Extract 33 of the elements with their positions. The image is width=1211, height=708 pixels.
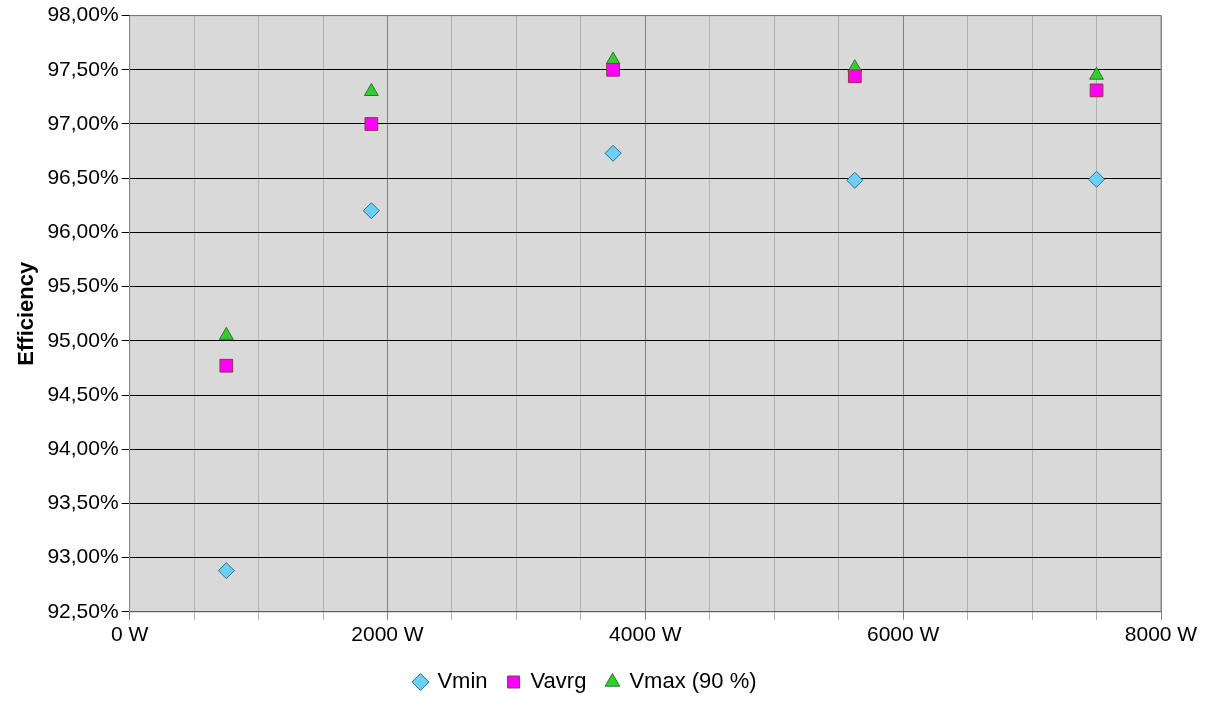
x-tick-label: 2000 W	[351, 622, 424, 646]
y-tick-label: 96,50%	[47, 165, 119, 188]
y-tick-label: 98,00%	[47, 2, 119, 26]
point	[219, 358, 234, 373]
y-tick-label: 95,00%	[47, 327, 119, 351]
y-tick-label: 96,00%	[47, 219, 119, 243]
point	[1089, 83, 1104, 98]
y-tick-label: 97,50%	[47, 56, 119, 80]
point	[606, 62, 620, 77]
x-tick-label: 0 W	[110, 622, 149, 646]
point	[1089, 66, 1104, 80]
y-tick-label: 94,50%	[47, 381, 119, 405]
point	[364, 117, 379, 131]
y-tick-label: 92,50%	[47, 598, 119, 622]
legend-label: Vavrg	[530, 668, 587, 694]
point	[846, 171, 864, 189]
point	[362, 202, 380, 220]
legend-label: Vmax (90 %)	[629, 668, 757, 694]
y-tick-label: 93,00%	[47, 544, 119, 568]
y-axis-title: Efficiency	[13, 260, 39, 366]
x-tick-label: 8000 W	[1124, 622, 1198, 646]
y-tick-label: 97,00%	[47, 110, 119, 134]
y-tick-label: 95,50%	[47, 273, 119, 297]
point	[1088, 170, 1106, 188]
point	[847, 69, 862, 84]
point	[604, 144, 622, 162]
point	[363, 82, 379, 96]
y-tick-label: 93,50%	[47, 490, 119, 514]
x-tick-label: 6000 W	[866, 622, 940, 646]
x-tick-label: 4000 W	[609, 622, 682, 646]
legend-label: Vmin	[437, 668, 488, 694]
point	[217, 562, 235, 580]
y-tick-label: 94,00%	[47, 436, 119, 459]
